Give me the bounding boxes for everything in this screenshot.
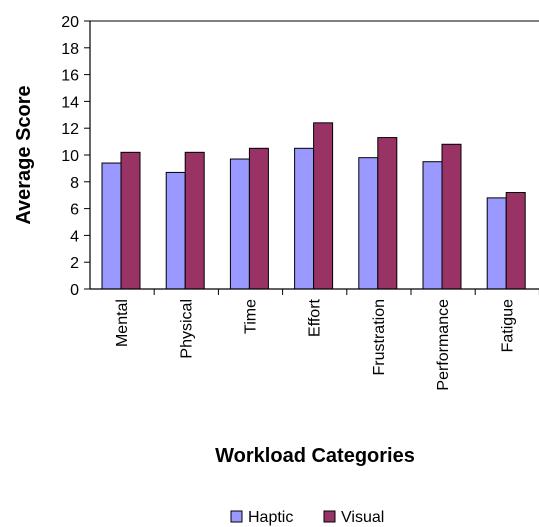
x-tick-label-physical: Physical bbox=[178, 299, 195, 359]
bar-haptic-fatigue bbox=[486, 197, 507, 290]
bar-visual-frustration bbox=[377, 137, 398, 290]
x-tick-label-fatigue: Fatigue bbox=[499, 299, 516, 352]
x-tick-label-time: Time bbox=[243, 299, 260, 334]
y-tick-label: 2 bbox=[70, 255, 79, 272]
x-tick-label-effort: Effort bbox=[307, 298, 324, 337]
bar-visual-physical bbox=[184, 151, 205, 290]
y-tick-label: 8 bbox=[70, 175, 79, 192]
bar-haptic-time bbox=[229, 158, 250, 290]
bar-visual-mental bbox=[120, 151, 141, 290]
y-ticks-layer: 0 2 4 6 8 10 12 14 16 18 20 bbox=[61, 14, 90, 299]
bar-haptic-performance bbox=[422, 161, 443, 290]
legend: Haptic Visual bbox=[230, 509, 384, 526]
bar-visual-effort bbox=[313, 122, 334, 290]
bar-haptic-physical bbox=[165, 171, 186, 290]
y-tick-label: 6 bbox=[70, 202, 79, 219]
y-tick-label: 12 bbox=[61, 121, 79, 138]
x-tick-label-performance: Performance bbox=[435, 299, 452, 391]
y-tick-label: 0 bbox=[70, 282, 79, 299]
x-tick-label-mental: Mental bbox=[114, 299, 131, 347]
y-tick-label: 18 bbox=[61, 41, 79, 58]
y-axis-title: Average Score bbox=[13, 85, 35, 224]
y-tick-label: 4 bbox=[70, 228, 79, 245]
legend-label-visual: Visual bbox=[341, 509, 384, 526]
y-tick-label: 10 bbox=[61, 148, 79, 165]
legend-swatch-visual bbox=[323, 510, 336, 523]
bar-visual-performance bbox=[441, 143, 462, 290]
y-tick-label: 20 bbox=[61, 14, 79, 31]
x-ticks-layer: Mental Physical Time Effort Frustration Perfo… bbox=[114, 289, 539, 391]
y-tick-label: 16 bbox=[61, 68, 79, 85]
legend-label-haptic: Haptic bbox=[248, 509, 293, 526]
bar-visual-fatigue bbox=[505, 192, 526, 290]
bar-haptic-frustration bbox=[358, 157, 379, 290]
legend-swatch-haptic bbox=[230, 510, 243, 523]
bar-haptic-mental bbox=[101, 162, 122, 290]
x-axis-title: Workload Categories bbox=[215, 445, 415, 467]
bars-layer bbox=[101, 122, 526, 290]
y-tick-label: 14 bbox=[61, 94, 79, 111]
bar-visual-time bbox=[248, 147, 269, 290]
bar-haptic-effort bbox=[294, 147, 315, 290]
x-tick-label-frustration: Frustration bbox=[371, 299, 388, 375]
